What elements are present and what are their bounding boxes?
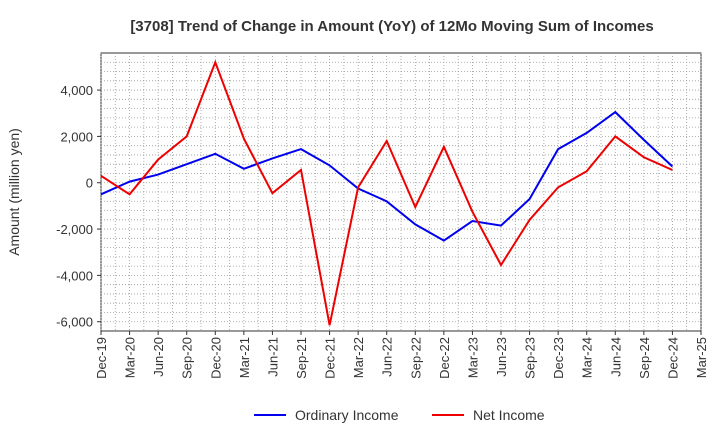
ordinary-income-legend-label: Ordinary Income <box>295 407 399 423</box>
x-tick-label: Dec-20 <box>208 337 223 379</box>
net-income-legend-label: Net Income <box>473 407 545 423</box>
x-tick-label: Dec-21 <box>323 337 338 379</box>
x-tick-label: Jun-23 <box>494 337 509 377</box>
x-tick-label: Mar-25 <box>694 337 709 378</box>
x-tick-label: Jun-22 <box>380 337 395 377</box>
y-axis-label: Amount (million yen) <box>6 128 22 256</box>
x-tick-label: Dec-23 <box>551 337 566 379</box>
chart-title: [3708] Trend of Change in Amount (YoY) o… <box>130 18 653 35</box>
x-tick-label: Mar-22 <box>351 337 366 378</box>
x-tick-label: Jun-20 <box>151 337 166 377</box>
net-income-line <box>100 59 673 326</box>
x-tick-label: Jun-24 <box>608 337 623 377</box>
y-tick-label: 4,000 <box>60 83 93 98</box>
x-tick-label: Sep-22 <box>408 337 423 379</box>
x-tick-label: Mar-21 <box>237 337 252 378</box>
y-tick-label: -4,000 <box>56 268 93 283</box>
x-tick-label: Dec-22 <box>437 337 452 379</box>
x-tick-label: Dec-24 <box>665 337 680 379</box>
x-tick-label: Mar-20 <box>123 337 138 378</box>
y-tick-label: -6,000 <box>56 315 93 330</box>
y-tick-label: -2,000 <box>56 222 93 237</box>
x-tick-label: Sep-21 <box>294 337 309 379</box>
x-tick-label: Dec-19 <box>94 337 109 379</box>
x-tick-label: Sep-24 <box>637 337 652 379</box>
x-tick-label: Jun-21 <box>265 337 280 377</box>
ordinary-income-line <box>100 110 674 242</box>
x-tick-label: Sep-23 <box>523 337 538 379</box>
y-tick-label: 2,000 <box>60 129 93 144</box>
x-tick-label: Sep-20 <box>180 337 195 379</box>
x-tick-label: Mar-23 <box>465 337 480 378</box>
x-tick-label: Mar-24 <box>580 337 595 378</box>
legend: Ordinary Income Net Income <box>254 407 545 423</box>
y-tick-label: 0 <box>86 176 93 191</box>
